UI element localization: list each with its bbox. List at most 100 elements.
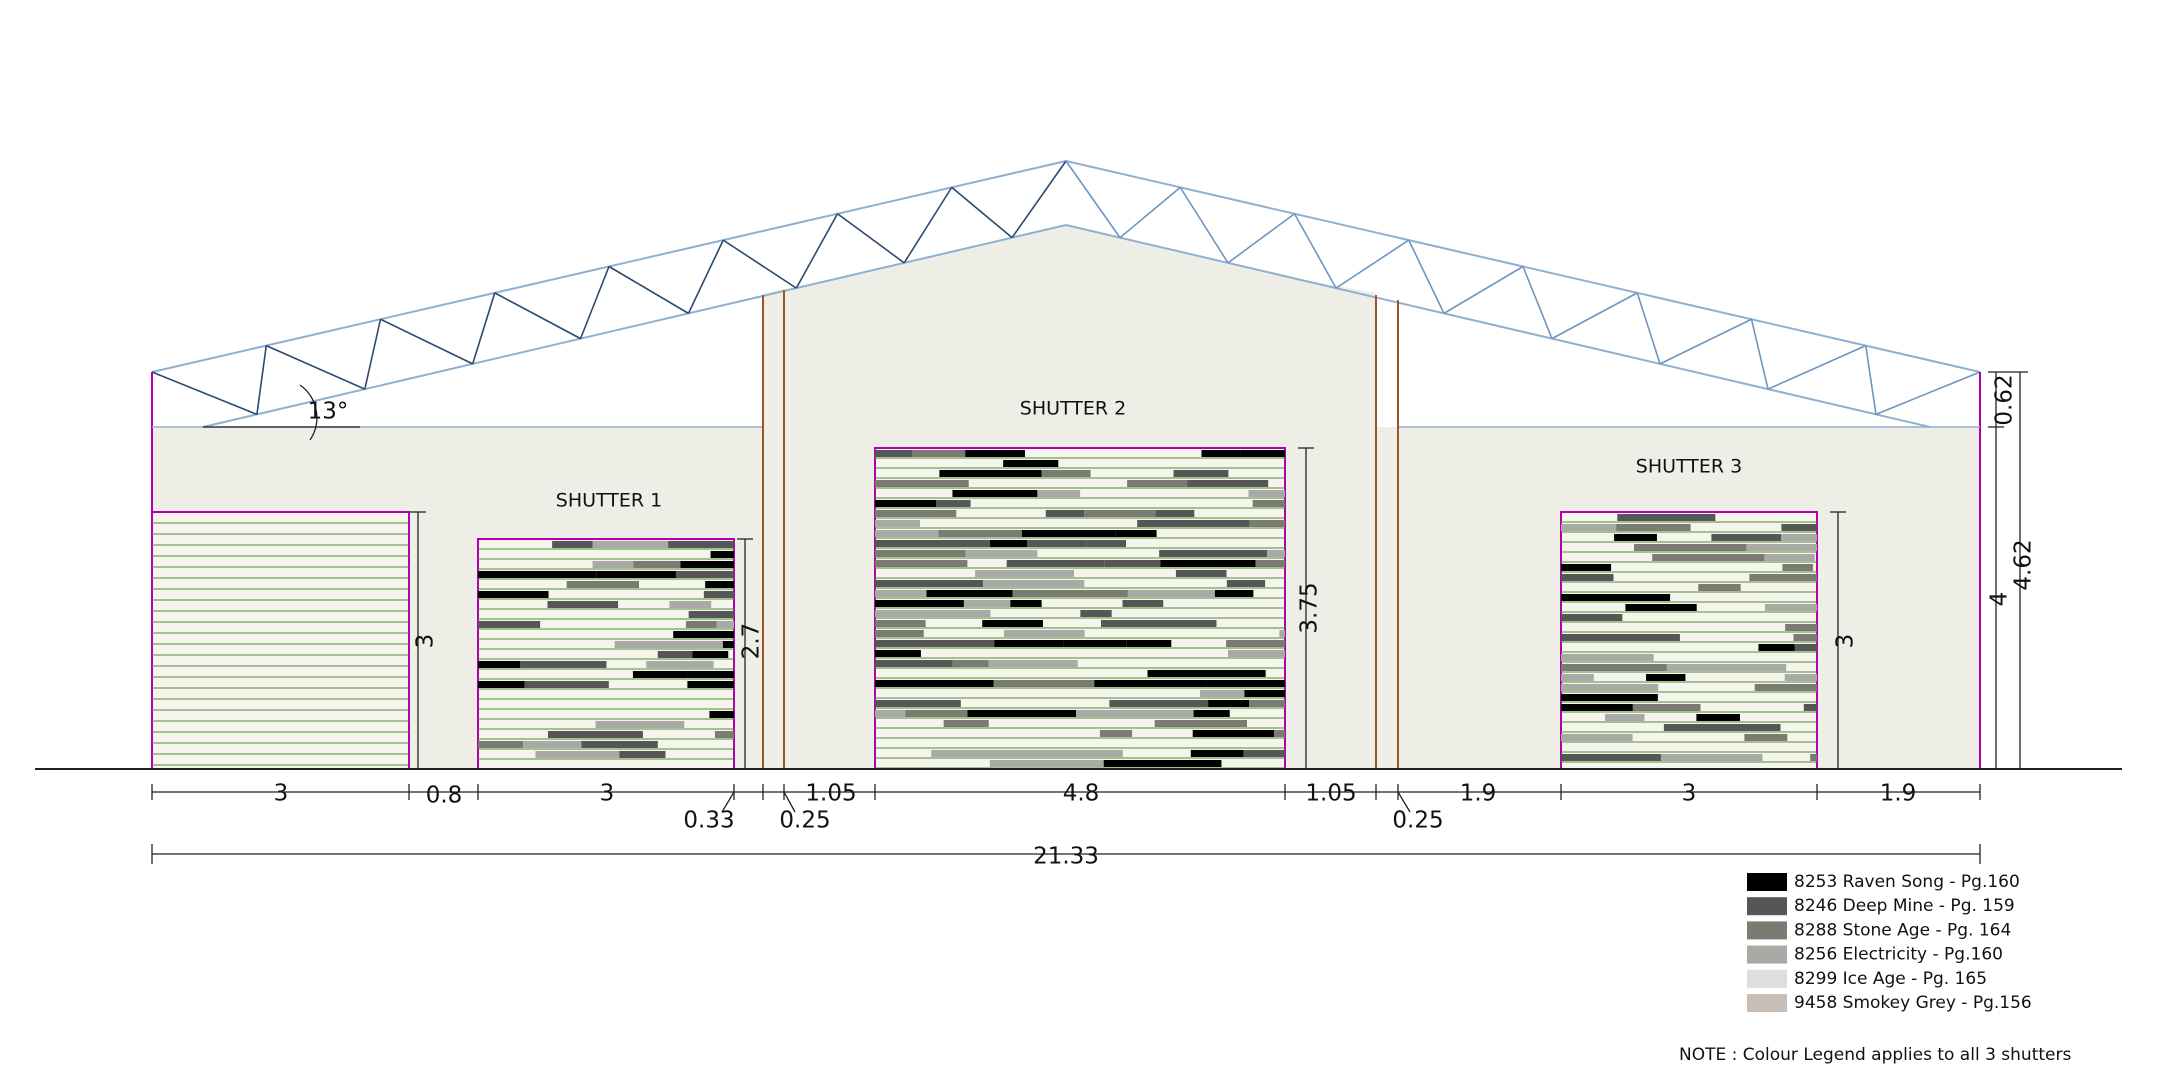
web bbox=[494, 292, 581, 340]
dimension: 0.33 bbox=[683, 808, 734, 834]
legend-swatch bbox=[1747, 994, 1787, 1012]
slat-block bbox=[963, 600, 1011, 607]
slat-block bbox=[875, 660, 953, 667]
slat-block bbox=[875, 610, 991, 617]
slat-block bbox=[1749, 574, 1817, 581]
slat-block bbox=[1243, 750, 1285, 757]
dimension: 3 bbox=[1833, 634, 1859, 649]
slat-block bbox=[875, 550, 966, 557]
slat-block bbox=[592, 561, 634, 568]
slat-block bbox=[1634, 544, 1747, 551]
web bbox=[256, 345, 268, 415]
slat-block bbox=[1187, 480, 1269, 487]
legend-swatch bbox=[1747, 873, 1787, 891]
slat-block bbox=[547, 601, 619, 608]
slat-block bbox=[1126, 640, 1172, 647]
slat-block bbox=[687, 681, 734, 688]
slat-block bbox=[1160, 560, 1256, 567]
web bbox=[1767, 344, 1867, 390]
slat-block bbox=[722, 641, 734, 648]
legend-label: 8253 Raven Song - Pg.160 bbox=[1794, 872, 2020, 892]
slat-block bbox=[1561, 664, 1667, 671]
slat-block bbox=[1781, 524, 1817, 531]
doors bbox=[151, 447, 1818, 770]
dimension: 3.75 bbox=[1297, 582, 1323, 633]
slat-block bbox=[1561, 674, 1594, 681]
slat-block bbox=[1155, 510, 1195, 517]
web bbox=[1750, 319, 1769, 390]
slat-block bbox=[1084, 510, 1156, 517]
web bbox=[1408, 239, 1445, 314]
dimension: 0.8 bbox=[426, 783, 463, 809]
dimension: 3 bbox=[413, 634, 439, 649]
slat-block bbox=[875, 560, 968, 567]
slat-block bbox=[1267, 550, 1285, 557]
slat-block bbox=[1175, 570, 1227, 577]
dimension-lines bbox=[151, 371, 2028, 864]
slat-block bbox=[912, 450, 966, 457]
slat-block bbox=[1273, 730, 1285, 737]
slat-block bbox=[1214, 590, 1254, 597]
web bbox=[151, 371, 258, 416]
slat-block bbox=[1021, 530, 1116, 537]
slat-block bbox=[1646, 674, 1686, 681]
web bbox=[608, 265, 689, 315]
slat-block bbox=[1758, 644, 1795, 651]
slat-block bbox=[1604, 714, 1645, 721]
slat-block bbox=[1660, 754, 1763, 761]
slat-block bbox=[988, 660, 1078, 667]
slat-block bbox=[875, 640, 995, 647]
slat-block bbox=[535, 751, 620, 758]
legend-swatch bbox=[1747, 969, 1787, 988]
slat-block bbox=[967, 710, 1077, 717]
slat-block bbox=[875, 680, 994, 687]
slat-block bbox=[1099, 730, 1133, 737]
slat-block bbox=[1094, 680, 1207, 687]
slat-block bbox=[478, 621, 541, 628]
slat-block bbox=[675, 571, 734, 578]
slat-block bbox=[1063, 640, 1127, 647]
slat-block bbox=[1041, 470, 1091, 477]
slat-block bbox=[1127, 590, 1215, 597]
slat-block bbox=[1696, 714, 1740, 721]
web bbox=[722, 239, 797, 289]
slat-block bbox=[1045, 510, 1085, 517]
slat-block bbox=[1122, 600, 1164, 607]
slat-block bbox=[1625, 604, 1697, 611]
slat-block bbox=[905, 710, 968, 717]
dimension: 2.7 bbox=[739, 623, 765, 660]
web bbox=[364, 319, 382, 390]
slat-block bbox=[668, 541, 734, 548]
slat-block bbox=[687, 671, 734, 678]
legend-swatch bbox=[1747, 921, 1787, 940]
bottom-chord bbox=[1065, 224, 1931, 428]
slat-block bbox=[685, 621, 717, 628]
slat-block bbox=[1226, 640, 1285, 647]
slat-block bbox=[524, 681, 609, 688]
slat-block bbox=[938, 530, 1022, 537]
slat-block bbox=[1226, 580, 1266, 587]
web bbox=[1551, 292, 1638, 340]
web bbox=[1227, 213, 1295, 264]
slat-block bbox=[1004, 630, 1085, 637]
slat-block bbox=[1561, 574, 1614, 581]
slat-block bbox=[1784, 674, 1817, 681]
legend: 8253 Raven Song - Pg.160 8246 Deep Mine -… bbox=[1747, 872, 2032, 1013]
slat-block bbox=[1614, 534, 1657, 541]
web bbox=[1522, 266, 1553, 339]
leader bbox=[1397, 791, 1411, 813]
web bbox=[380, 318, 474, 365]
slat-block bbox=[965, 550, 1038, 557]
slat-block bbox=[1137, 520, 1250, 527]
web bbox=[795, 213, 839, 289]
slat-block bbox=[1154, 720, 1248, 727]
slat-block bbox=[1781, 534, 1817, 541]
dimension: 0.25 bbox=[779, 808, 830, 834]
slat-block bbox=[1009, 750, 1123, 757]
slat-block bbox=[680, 561, 734, 568]
slat-block bbox=[709, 711, 734, 718]
dimension: 1.9 bbox=[1880, 781, 1917, 807]
slat-block bbox=[875, 510, 957, 517]
shutter-label: SHUTTER 1 bbox=[556, 490, 662, 512]
